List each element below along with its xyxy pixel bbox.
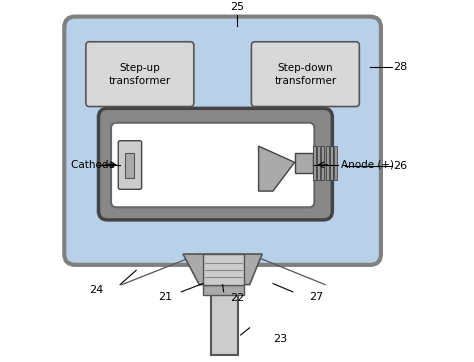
Text: Step-down
transformer: Step-down transformer [274,63,337,86]
Text: 23: 23 [273,334,287,344]
FancyBboxPatch shape [64,17,381,265]
Bar [334,146,337,180]
Bar [125,153,134,178]
FancyBboxPatch shape [86,42,194,106]
Bar [294,153,312,173]
Bar [203,285,244,295]
Text: 26: 26 [393,161,408,171]
FancyBboxPatch shape [99,108,332,220]
Polygon shape [259,146,294,191]
Text: 22: 22 [230,293,244,303]
Bar [326,146,329,180]
Bar [211,285,238,355]
Text: Step-up
transformer: Step-up transformer [109,63,171,86]
Bar [321,146,324,180]
Bar [312,146,316,180]
FancyBboxPatch shape [118,141,142,189]
Text: 24: 24 [89,285,103,295]
Bar [330,146,333,180]
Text: 28: 28 [393,62,408,72]
Bar [317,146,320,180]
Text: Anode (+): Anode (+) [341,160,394,170]
Text: 27: 27 [309,292,323,302]
FancyBboxPatch shape [203,254,244,285]
Polygon shape [183,254,262,285]
FancyBboxPatch shape [251,42,359,106]
Text: Cathode (−): Cathode (−) [72,160,136,170]
Text: 25: 25 [230,2,244,12]
FancyBboxPatch shape [111,123,314,207]
Text: 21: 21 [158,292,172,302]
